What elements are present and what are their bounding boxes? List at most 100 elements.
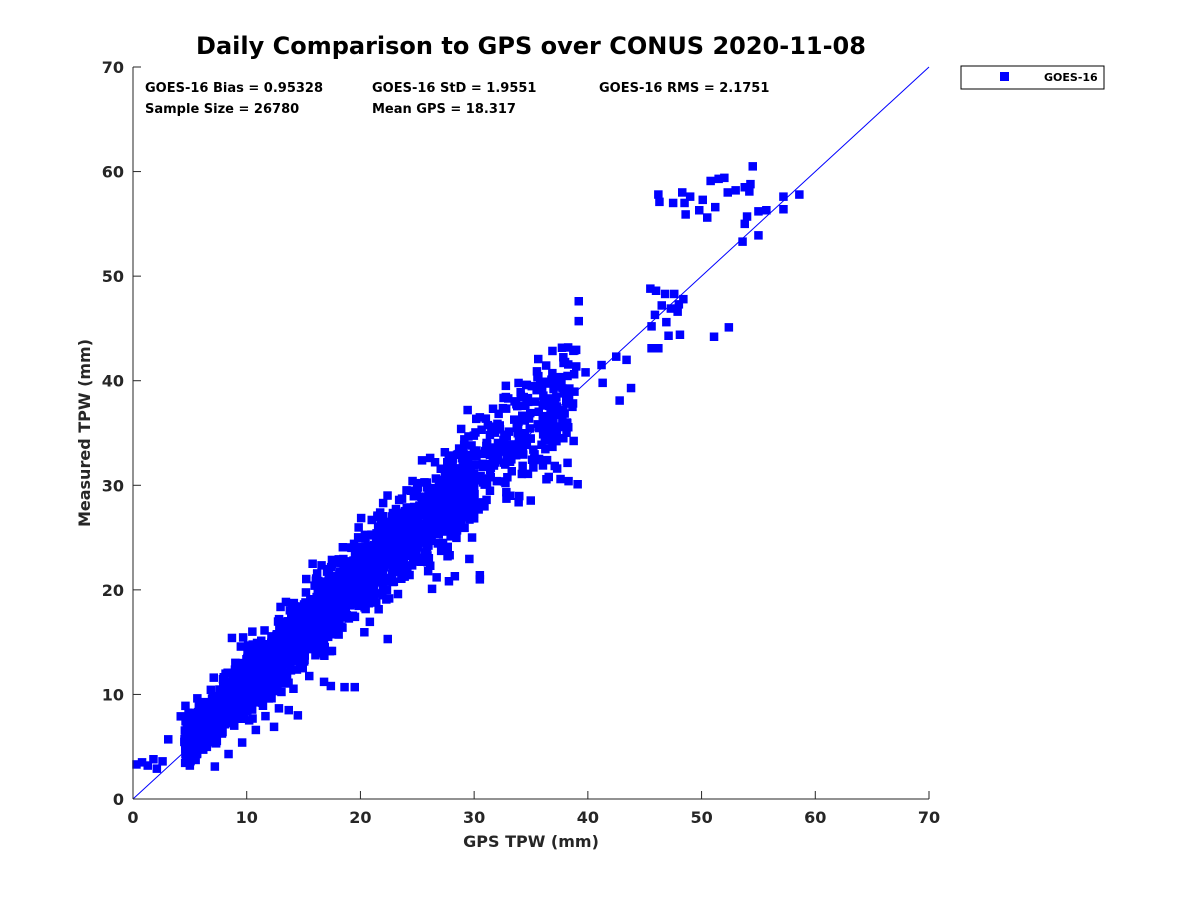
data-point xyxy=(323,577,332,586)
data-point xyxy=(186,721,196,730)
data-point xyxy=(668,198,678,208)
data-point xyxy=(191,755,200,765)
data-point xyxy=(303,601,312,610)
data-point xyxy=(306,630,315,639)
data-point xyxy=(239,714,249,723)
data-point xyxy=(647,322,656,331)
data-point xyxy=(223,710,232,719)
data-point xyxy=(526,408,535,418)
data-point xyxy=(779,192,788,201)
data-point xyxy=(494,409,503,419)
data-point xyxy=(571,345,581,355)
data-point xyxy=(562,428,571,437)
data-point xyxy=(268,656,277,666)
data-point xyxy=(393,519,402,528)
data-point xyxy=(220,714,230,724)
data-point xyxy=(322,621,332,630)
data-point xyxy=(407,486,416,495)
data-point xyxy=(464,432,473,441)
data-point xyxy=(731,186,740,195)
data-point xyxy=(386,541,395,550)
data-point xyxy=(372,598,381,607)
data-point xyxy=(273,685,282,694)
data-point xyxy=(499,435,508,445)
data-point xyxy=(507,467,516,476)
data-point xyxy=(504,394,513,403)
data-point xyxy=(327,555,337,565)
data-point xyxy=(368,552,378,561)
one-to-one-reference-line xyxy=(132,66,930,800)
data-point xyxy=(186,756,195,766)
data-point xyxy=(332,586,341,596)
data-point xyxy=(214,692,223,702)
data-point xyxy=(570,387,579,396)
data-point xyxy=(573,480,582,489)
data-point xyxy=(436,546,446,556)
data-point xyxy=(486,473,495,482)
data-point xyxy=(740,219,749,229)
data-point xyxy=(242,655,251,664)
data-point xyxy=(552,402,562,411)
data-point xyxy=(296,607,305,616)
data-point xyxy=(465,515,474,524)
data-point xyxy=(187,746,197,756)
data-point xyxy=(193,694,202,703)
data-point xyxy=(286,666,296,675)
data-point xyxy=(681,210,690,219)
data-point xyxy=(244,645,253,654)
data-point xyxy=(475,413,485,422)
data-point xyxy=(421,548,431,557)
data-point xyxy=(714,174,723,184)
data-point xyxy=(360,530,370,540)
data-point xyxy=(425,453,435,463)
data-point xyxy=(191,746,201,755)
data-point xyxy=(394,543,403,553)
data-point xyxy=(542,475,551,484)
data-point xyxy=(232,695,241,704)
data-point xyxy=(220,720,230,729)
data-point xyxy=(351,592,360,602)
data-point xyxy=(251,725,261,735)
data-point xyxy=(365,617,375,627)
data-point xyxy=(529,463,538,472)
data-point xyxy=(548,407,558,416)
data-point xyxy=(572,362,581,371)
data-point xyxy=(408,532,418,541)
data-point xyxy=(341,568,351,578)
data-point xyxy=(137,758,147,767)
data-point xyxy=(437,506,447,515)
y-tick-label: 50 xyxy=(102,267,124,286)
data-point xyxy=(446,532,455,541)
data-point xyxy=(650,310,660,320)
data-point xyxy=(740,183,749,192)
data-point xyxy=(519,436,529,446)
data-point xyxy=(337,558,346,568)
stat-sample-size: Sample Size = 26780 xyxy=(145,102,299,117)
data-point xyxy=(526,496,535,505)
data-point xyxy=(289,684,298,693)
data-point xyxy=(332,558,342,567)
data-point xyxy=(263,656,272,666)
data-point xyxy=(384,594,394,603)
data-point xyxy=(501,404,511,413)
data-point xyxy=(338,613,348,622)
data-point xyxy=(301,588,311,597)
data-point xyxy=(258,701,268,710)
data-point xyxy=(268,640,277,650)
data-point xyxy=(360,553,369,562)
data-point xyxy=(481,476,491,486)
data-point xyxy=(215,726,224,736)
data-point xyxy=(469,514,479,523)
data-point xyxy=(502,487,511,497)
data-point xyxy=(478,459,487,469)
data-point xyxy=(262,667,272,676)
data-point xyxy=(302,574,311,584)
data-point xyxy=(615,396,624,405)
data-point xyxy=(367,515,376,525)
data-point xyxy=(293,624,302,633)
data-point xyxy=(461,510,471,520)
data-point xyxy=(488,404,498,413)
data-point xyxy=(279,673,288,682)
data-point xyxy=(556,474,565,484)
data-point xyxy=(451,489,461,498)
